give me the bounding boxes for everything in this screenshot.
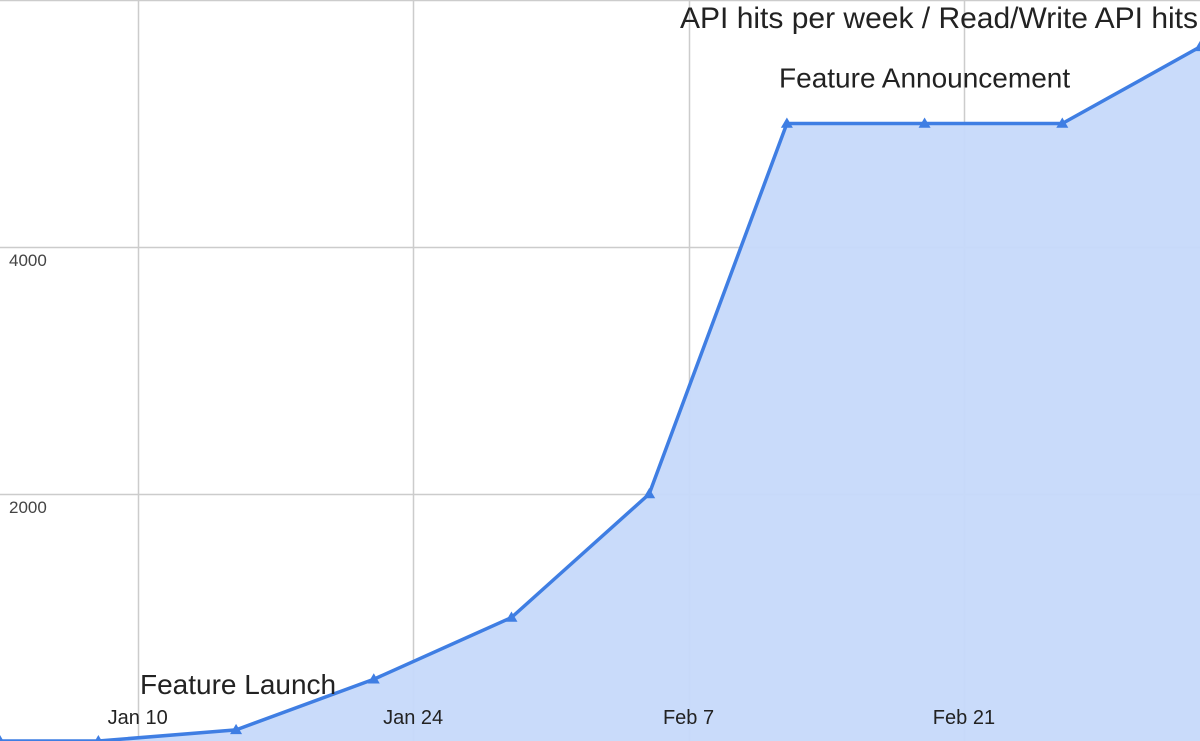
data-point xyxy=(1194,40,1200,52)
data-point xyxy=(367,673,380,684)
x-axis-ticks: Jan 10 Jan 24 Feb 7 Feb 21 xyxy=(108,707,995,729)
x-tick-label: Feb 7 xyxy=(663,707,714,729)
chart-title: API hits per week / Read/Write API hits xyxy=(680,2,1198,35)
series-area xyxy=(0,46,1200,741)
y-axis-ticks: 2000 4000 xyxy=(9,251,47,517)
y-tick-label: 2000 xyxy=(9,498,47,517)
data-point xyxy=(643,488,656,499)
line-layer xyxy=(0,45,1200,741)
x-tick-label: Jan 24 xyxy=(383,707,443,729)
series-line xyxy=(0,45,1200,741)
data-point xyxy=(94,735,102,741)
annotation-label: Feature Launch xyxy=(140,669,336,700)
data-point xyxy=(918,117,931,128)
data-point xyxy=(0,735,4,741)
x-tick-label: Jan 10 xyxy=(108,707,168,729)
annotation-layer: Feature Launch Feature Announcement xyxy=(140,63,1070,700)
data-point xyxy=(780,117,793,128)
data-point xyxy=(505,611,518,622)
area-layer xyxy=(0,46,1200,741)
y-tick-label: 4000 xyxy=(9,251,47,270)
annotation-label: Feature Announcement xyxy=(779,63,1070,94)
data-point xyxy=(1056,117,1069,128)
data-point xyxy=(230,723,243,735)
x-tick-label: Feb 21 xyxy=(933,707,995,729)
marker-layer xyxy=(0,40,1200,741)
